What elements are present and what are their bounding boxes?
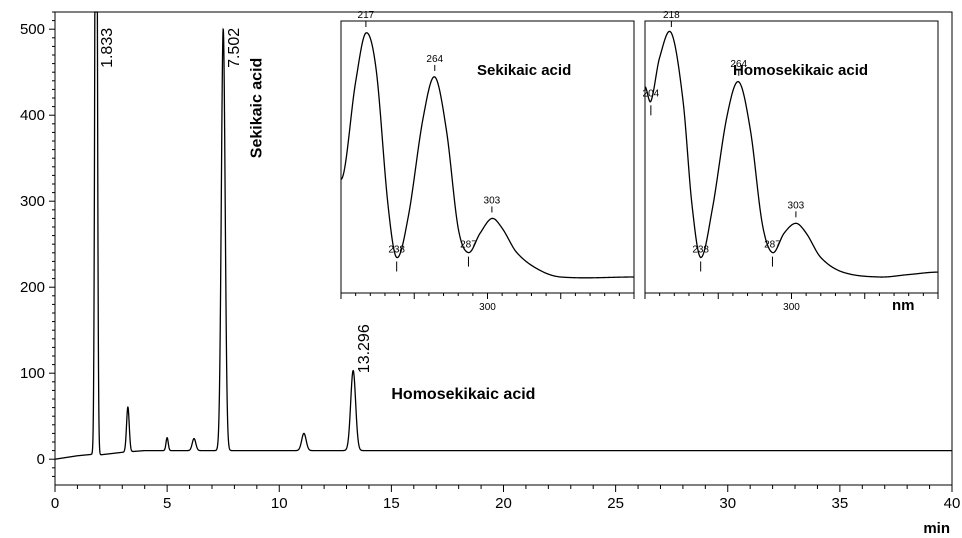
inset-homosekikaic-spectrum: 300 204 218 238 264 287 303 Homosekikaic acid… — [643, 10, 939, 314]
x-axis-label: min — [923, 520, 950, 537]
inset-peak-label: 264 — [426, 54, 443, 65]
inset-2-x-axis: 300 — [644, 293, 939, 313]
inset-1-frame — [340, 20, 635, 294]
x-tick-label: 15 — [383, 495, 400, 512]
x-tick-label: 25 — [607, 495, 624, 512]
compound-annotation: Homosekikaic acid — [391, 386, 535, 403]
y-tick-label: 0 — [37, 451, 45, 468]
y-tick-label: 300 — [20, 193, 45, 210]
inset-1-x-axis: 300 — [340, 293, 635, 313]
y-tick-label: 200 — [20, 279, 45, 296]
inset-2-title: Homosekikaic acid — [733, 62, 868, 79]
peak-retention-label: 7.502 — [226, 28, 243, 68]
peak-retention-label: 13.296 — [356, 324, 373, 373]
inset-2-peak-labels: 204 218 238 264 287 303 — [643, 10, 805, 272]
inset-1-spectrum-trace — [340, 32, 634, 279]
inset-peak-label: 264 — [730, 59, 747, 70]
x-tick-label: 10 — [271, 495, 288, 512]
inset-x-tick-label: 300 — [783, 302, 800, 313]
chromatogram-trace — [54, 11, 952, 460]
x-tick-label: 40 — [944, 495, 961, 512]
inset-peak-label: 204 — [643, 88, 660, 99]
inset-peak-label: 303 — [788, 200, 805, 211]
y-tick-label: 100 — [20, 365, 45, 382]
inset-peak-label: 218 — [663, 10, 680, 21]
inset-x-tick-label: 300 — [479, 302, 496, 313]
inset-1-peak-labels: 217 238 264 287 303 — [358, 10, 501, 272]
main-x-axis: 0 5 10 15 20 25 30 35 40 — [51, 485, 961, 512]
inset-peak-label: 217 — [358, 10, 375, 21]
main-chromatogram-plot: 0 100 200 300 400 500 0 5 10 15 20 25 30 35 40 1.833 7… — [20, 11, 961, 537]
main-y-axis: 0 100 200 300 400 500 — [20, 11, 55, 477]
compound-annotation: Sekikaic acid — [248, 58, 265, 159]
inset-peak-label: 238 — [388, 244, 405, 255]
inset-peak-label: 287 — [460, 240, 477, 251]
peak-retention-label: 1.833 — [99, 28, 116, 68]
inset-peak-label: 303 — [484, 195, 501, 206]
inset-peak-label: 287 — [764, 240, 781, 251]
inset-2-x-axis-label: nm — [892, 297, 915, 314]
inset-peak-label: 238 — [692, 244, 709, 255]
x-tick-label: 20 — [495, 495, 512, 512]
inset-2-frame — [644, 20, 939, 294]
inset-2-spectrum-trace — [644, 30, 938, 278]
x-tick-label: 5 — [163, 495, 171, 512]
inset-sekikaic-spectrum: 300 217 238 264 287 303 Sekikaic acid — [340, 10, 635, 313]
x-tick-label: 30 — [719, 495, 736, 512]
main-annotations: 1.833 7.502 13.296 Sekikaic acid Homosekikai… — [99, 28, 535, 403]
x-tick-label: 0 — [51, 495, 59, 512]
inset-1-title: Sekikaic acid — [477, 62, 571, 79]
y-tick-label: 500 — [20, 21, 45, 38]
x-tick-label: 35 — [832, 495, 849, 512]
y-tick-label: 400 — [20, 107, 45, 124]
